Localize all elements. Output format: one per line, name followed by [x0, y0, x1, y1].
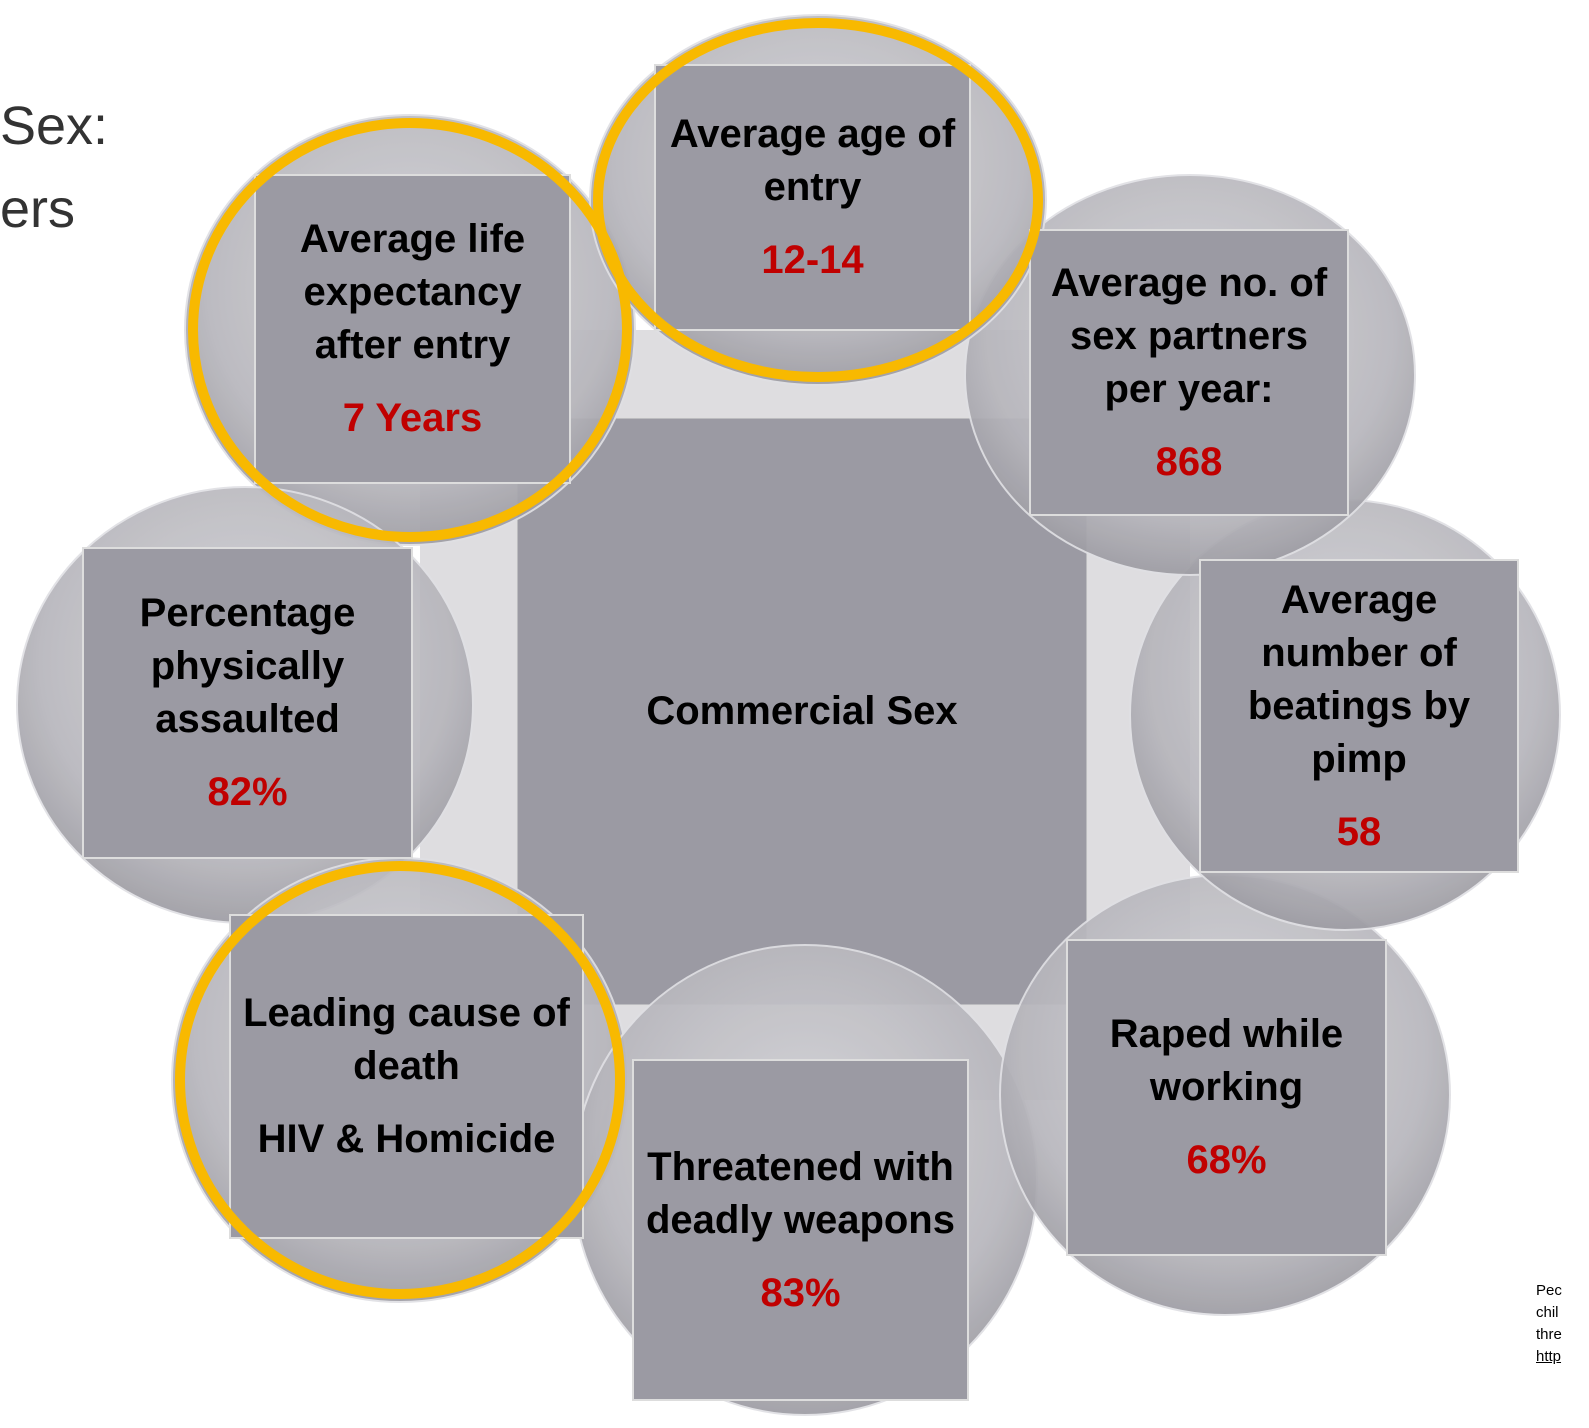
node-label: Average life expectancy after entry — [299, 217, 526, 367]
node-value: 82% — [207, 770, 288, 814]
node-value: 868 — [1155, 439, 1223, 484]
node-value: 83% — [760, 1270, 841, 1315]
node-label: Average number of beatings by pimp — [1247, 577, 1471, 781]
node-box — [254, 174, 571, 484]
node-value: 68% — [1186, 1138, 1267, 1182]
node-box — [1066, 939, 1387, 1256]
node-box — [632, 1059, 969, 1401]
footnote: Pec — [1536, 1282, 1562, 1299]
node-value: 58 — [1336, 809, 1382, 854]
highlight-ring — [593, 18, 1043, 382]
node: Threatened with deadly weapons 83% — [633, 1060, 968, 1400]
node-value: HIV & Homicide — [257, 1117, 556, 1161]
highlight-ring — [175, 861, 625, 1299]
node-box — [1029, 229, 1349, 516]
node-box — [229, 914, 584, 1239]
node-label: Average no. of sex partners per year: — [1050, 260, 1328, 411]
node-value: 7 Years — [342, 396, 483, 440]
node-box — [654, 64, 971, 331]
footnote: thre — [1536, 1326, 1562, 1343]
footnote: http — [1536, 1348, 1562, 1365]
center-box — [516, 417, 1088, 1006]
node: Raped while working 68% — [1067, 940, 1386, 1255]
node: Average number of beatings by pimp 58 — [1200, 560, 1518, 872]
node-value: 12-14 — [761, 238, 864, 282]
node: Average age of entry 12-14 — [655, 65, 970, 330]
node-label: Leading cause of death — [243, 991, 570, 1088]
node-label: Percentage physically assaulted — [139, 591, 356, 741]
node-label: Raped while working — [1109, 1012, 1344, 1109]
node-box — [82, 547, 413, 859]
center-label: Commercial Sex — [646, 689, 958, 733]
node: Average no. of sex partners per year: 868 — [1030, 230, 1348, 515]
node-label: Average age of entry — [669, 112, 956, 209]
title: ers — [0, 179, 76, 239]
node-label: Threatened with deadly weapons — [646, 1144, 955, 1242]
footnote: chil — [1536, 1304, 1559, 1321]
node-box — [1199, 559, 1519, 873]
highlight-ring — [188, 118, 632, 542]
node: Leading cause of death HIV & Homicide — [230, 915, 583, 1238]
node: Average life expectancy after entry 7 Yea… — [255, 175, 570, 483]
node: Percentage physically assaulted 82% — [83, 548, 412, 858]
title: Sex: — [0, 96, 109, 156]
